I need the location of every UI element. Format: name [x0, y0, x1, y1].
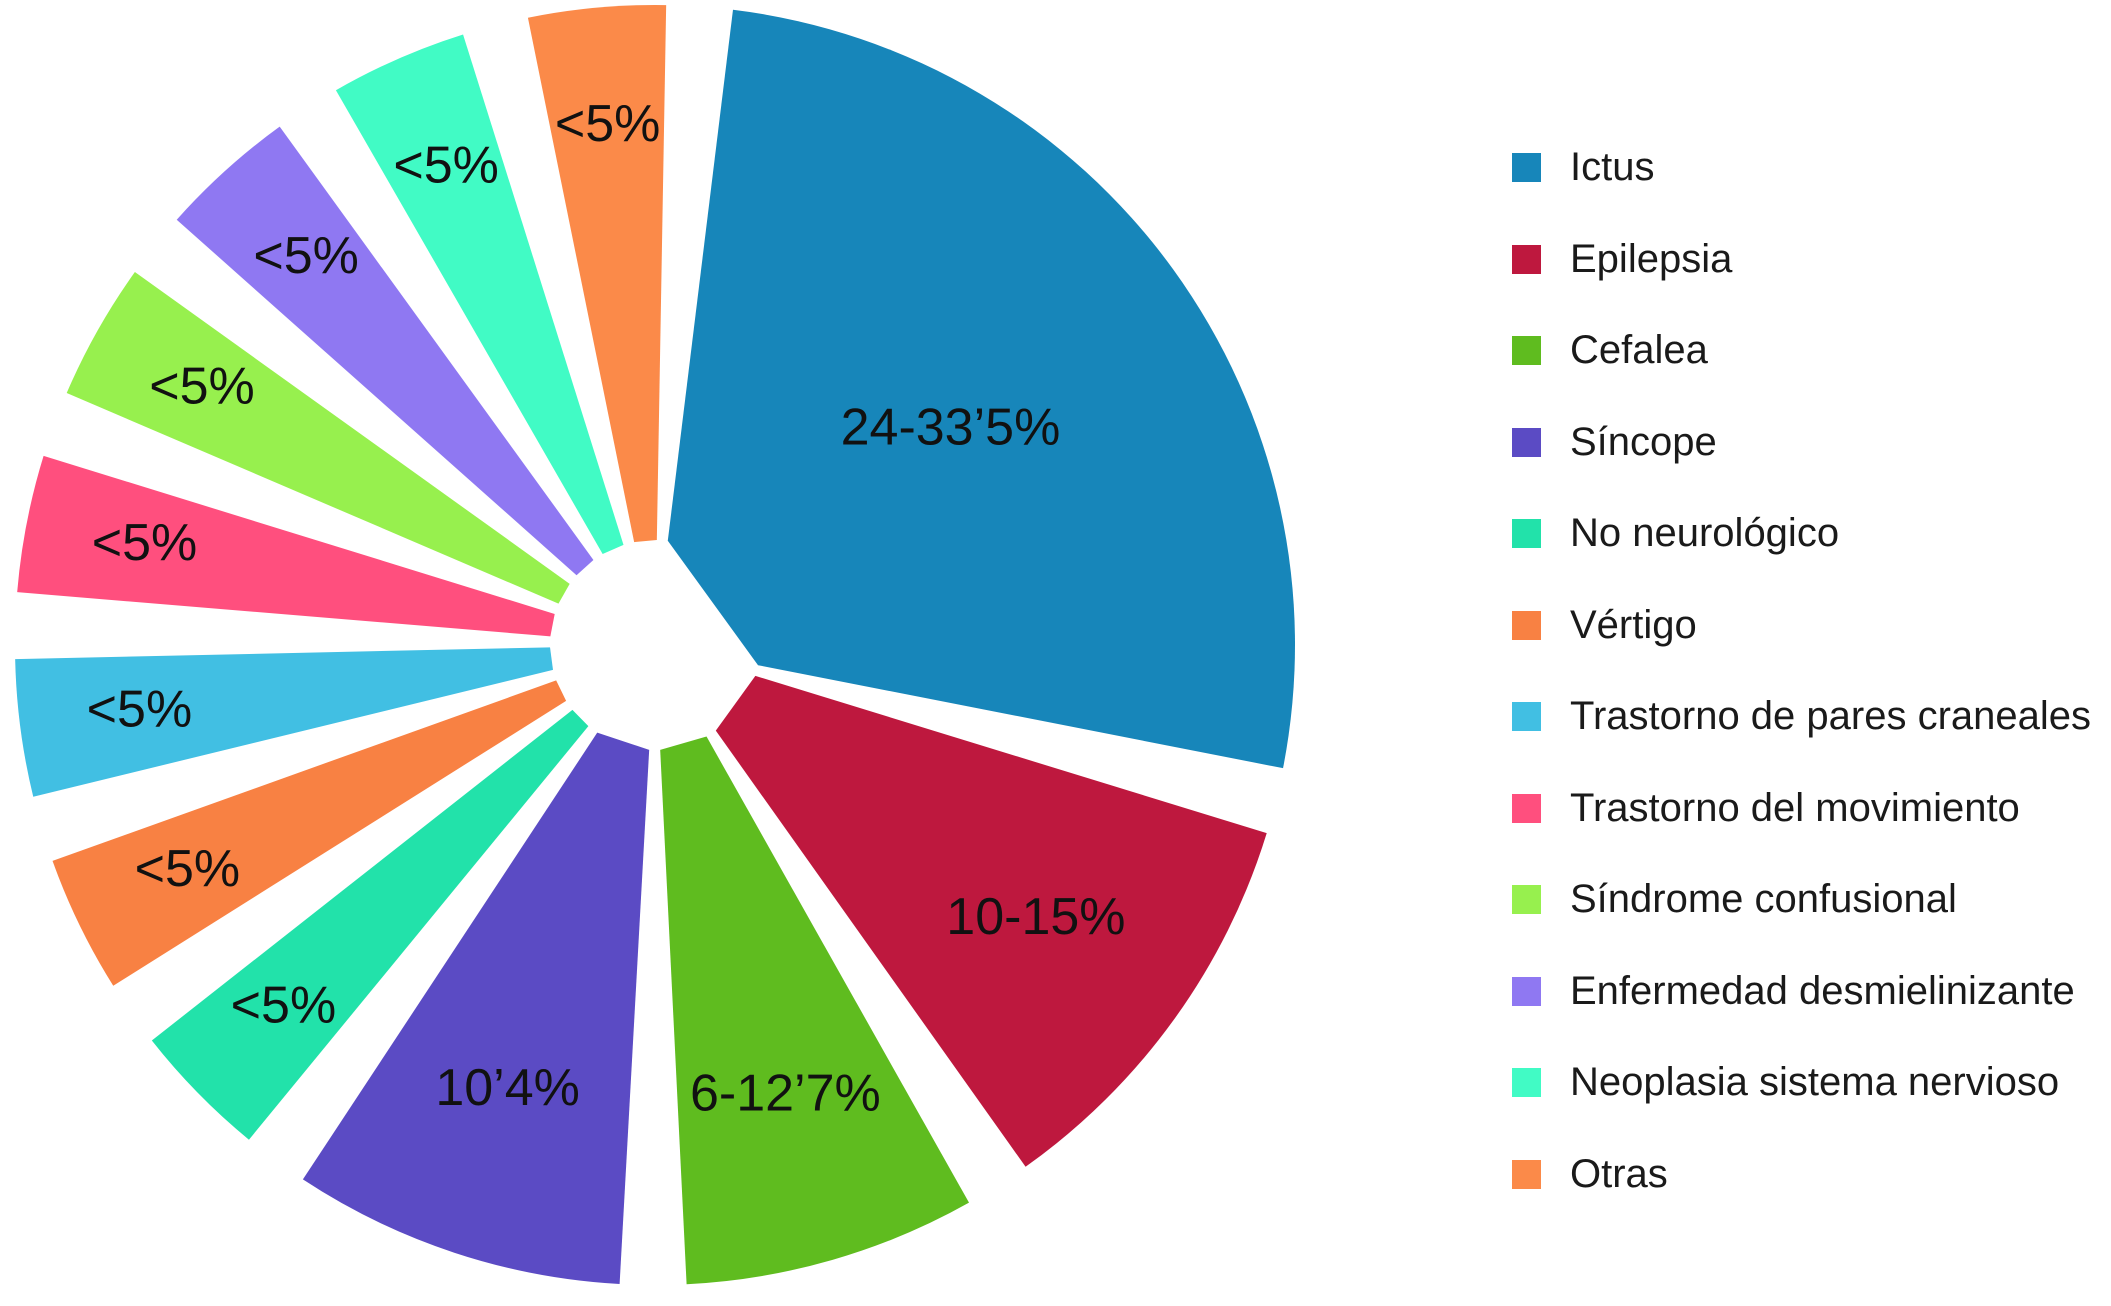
legend-label: Cefalea: [1570, 328, 1708, 373]
slice-label-5: <5%: [231, 977, 337, 1035]
pie-slice-2: [715, 675, 1267, 1167]
legend-item-3: Cefalea: [1512, 305, 2111, 397]
legend-label: No neurológico: [1570, 511, 1840, 556]
chart-legend: Ictus Epilepsia Cefalea Síncope No neurológi…: [1512, 122, 2111, 1220]
legend-swatch: [1512, 519, 1541, 549]
legend-label: Epilepsia: [1570, 236, 1733, 281]
pie-slice-1: [667, 9, 1296, 769]
legend-label: Síncope: [1570, 419, 1717, 464]
legend-swatch: [1512, 976, 1541, 1006]
legend-item-5: No neurológico: [1512, 488, 2111, 580]
pie-slice-3: [660, 736, 970, 1285]
slice-label-10: <5%: [253, 227, 359, 285]
legend-swatch: [1512, 1159, 1541, 1189]
legend-item-1: Ictus: [1512, 122, 2111, 214]
pie-slice-6: [52, 680, 567, 986]
slice-label-12: <5%: [555, 95, 661, 153]
legend-label: Enfermedad desmielinizante: [1570, 968, 2075, 1013]
legend-swatch: [1512, 336, 1541, 366]
pie-slice-5: [151, 709, 589, 1140]
slice-label-1: 24-33’5%: [841, 398, 1061, 456]
pie-slice-8: [17, 455, 555, 637]
pie-slice-4: [302, 732, 650, 1285]
pie-slice-10: [176, 126, 594, 576]
legend-item-4: Síncope: [1512, 397, 2111, 489]
slice-label-2: 10-15%: [946, 888, 1125, 946]
legend-swatch: [1512, 793, 1541, 823]
legend-item-8: Trastorno del movimiento: [1512, 763, 2111, 855]
slice-label-8: <5%: [92, 514, 198, 572]
legend-item-2: Epilepsia: [1512, 214, 2111, 306]
legend-swatch: [1512, 702, 1541, 732]
legend-item-7: Trastorno de pares craneales: [1512, 671, 2111, 763]
legend-label: Trastorno del movimiento: [1570, 785, 2020, 830]
slice-label-6: <5%: [135, 840, 241, 898]
pie-slice-11: [335, 34, 624, 554]
slice-label-4: 10’4%: [435, 1059, 580, 1117]
legend-item-11: Neoplasia sistema nervioso: [1512, 1037, 2111, 1129]
legend-swatch: [1512, 1068, 1541, 1098]
slice-label-11: <5%: [393, 137, 499, 195]
legend-label: Síndrome confusional: [1570, 877, 1957, 922]
legend-label: Ictus: [1570, 145, 1655, 190]
legend-item-6: Vértigo: [1512, 580, 2111, 672]
legend-label: Neoplasia sistema nervioso: [1570, 1060, 2060, 1105]
legend-swatch: [1512, 427, 1541, 457]
slice-label-9: <5%: [149, 357, 255, 415]
legend-swatch: [1512, 885, 1541, 915]
legend-label: Vértigo: [1570, 602, 1697, 647]
slice-label-3: 6-12’7%: [690, 1064, 881, 1122]
legend-label: Otras: [1570, 1151, 1668, 1196]
pie-slice-9: [66, 272, 570, 604]
legend-swatch: [1512, 244, 1541, 274]
pie-slice-7: [15, 647, 553, 797]
slice-label-7: <5%: [87, 681, 193, 739]
pie-slice-12: [527, 4, 667, 543]
legend-item-9: Síndrome confusional: [1512, 854, 2111, 946]
legend-swatch: [1512, 153, 1541, 183]
legend-item-10: Enfermedad desmielinizante: [1512, 946, 2111, 1038]
legend-swatch: [1512, 610, 1541, 640]
legend-item-12: Otras: [1512, 1129, 2111, 1221]
legend-label: Trastorno de pares craneales: [1570, 694, 2092, 739]
